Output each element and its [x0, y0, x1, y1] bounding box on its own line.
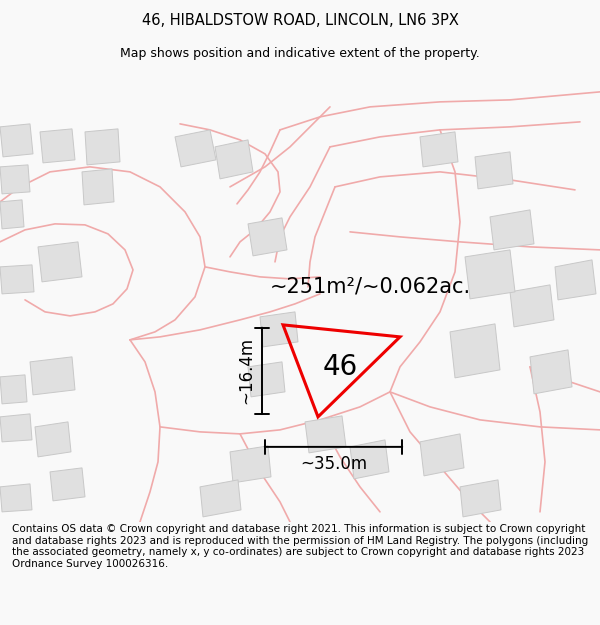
Polygon shape [248, 218, 287, 256]
Polygon shape [475, 152, 513, 189]
Polygon shape [555, 260, 596, 300]
Polygon shape [350, 440, 389, 479]
Text: ~251m²/~0.062ac.: ~251m²/~0.062ac. [270, 277, 471, 297]
Polygon shape [38, 242, 82, 282]
Polygon shape [420, 434, 464, 476]
Polygon shape [0, 414, 32, 442]
Text: Contains OS data © Crown copyright and database right 2021. This information is : Contains OS data © Crown copyright and d… [12, 524, 588, 569]
Text: Map shows position and indicative extent of the property.: Map shows position and indicative extent… [120, 48, 480, 61]
Text: ~35.0m: ~35.0m [300, 455, 367, 473]
Polygon shape [215, 140, 253, 179]
Text: 46: 46 [322, 353, 358, 381]
Polygon shape [260, 312, 298, 347]
Text: 46, HIBALDSTOW ROAD, LINCOLN, LN6 3PX: 46, HIBALDSTOW ROAD, LINCOLN, LN6 3PX [142, 12, 458, 28]
Polygon shape [0, 200, 24, 229]
Polygon shape [0, 375, 27, 404]
Polygon shape [175, 130, 216, 167]
Polygon shape [50, 468, 85, 501]
Polygon shape [40, 129, 75, 163]
Polygon shape [248, 362, 285, 397]
Polygon shape [200, 480, 241, 517]
Polygon shape [35, 422, 71, 457]
Polygon shape [85, 129, 120, 165]
Text: ~16.4m: ~16.4m [237, 338, 255, 404]
Polygon shape [82, 169, 114, 205]
Polygon shape [30, 357, 75, 395]
Polygon shape [460, 480, 501, 517]
Polygon shape [465, 250, 515, 299]
Polygon shape [0, 165, 30, 194]
Polygon shape [450, 324, 500, 378]
Polygon shape [420, 132, 458, 167]
Polygon shape [0, 484, 32, 512]
Polygon shape [305, 416, 346, 453]
Polygon shape [490, 210, 534, 250]
Polygon shape [0, 124, 33, 157]
Polygon shape [510, 285, 554, 327]
Polygon shape [0, 265, 34, 294]
Polygon shape [530, 350, 572, 394]
Polygon shape [230, 446, 271, 483]
